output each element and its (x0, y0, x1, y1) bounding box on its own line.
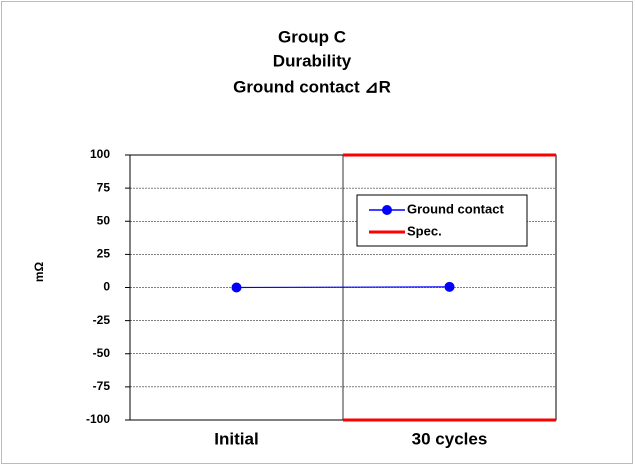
legend-box (356, 194, 528, 247)
x-tick-label: Initial (214, 429, 258, 448)
y-tick-label: 25 (97, 247, 111, 261)
y-axis-label: mΩ (32, 261, 46, 282)
legend-marker (382, 205, 392, 215)
chart-title: Durability (273, 51, 352, 70)
x-tick-label: 30 cycles (412, 429, 488, 448)
y-tick-label: 75 (97, 180, 111, 194)
legend-label: Ground contact (407, 201, 504, 216)
y-tick-label: 50 (97, 213, 111, 227)
y-tick-label: -50 (93, 346, 111, 360)
series-line (236, 286, 450, 289)
y-tick-label: 0 (103, 280, 110, 294)
chart-title: Group C (278, 27, 346, 46)
y-tick-label: -25 (93, 313, 111, 327)
y-tick-label: -75 (93, 379, 111, 393)
point (231, 282, 242, 293)
chart-title: Ground contact ⊿R (233, 77, 391, 96)
point (444, 281, 455, 292)
y-tick-label: -100 (86, 412, 110, 426)
y-tick-label: 100 (90, 147, 110, 161)
legend-label: Spec. (407, 223, 442, 238)
